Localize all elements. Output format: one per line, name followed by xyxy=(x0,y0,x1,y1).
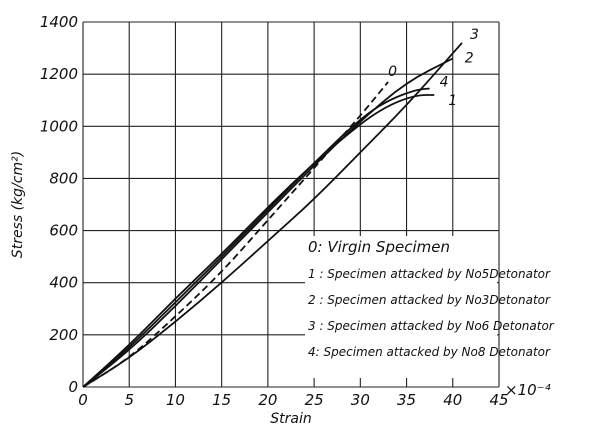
legend-entry: 0: Virgin Specimen xyxy=(308,238,450,256)
y-tick-label: 400 xyxy=(49,274,78,292)
series-label-3: 3 xyxy=(470,27,479,43)
series-label-4: 4 xyxy=(440,74,449,90)
y-tick-label: 1000 xyxy=(40,117,78,135)
y-tick-label: 0 xyxy=(68,378,78,396)
x-axis-unit-label: ×10⁻⁴ xyxy=(505,381,551,399)
series-labels: 0 1 2 3 4 xyxy=(388,27,479,109)
legend-entry: 1 : Specimen attacked by No5Detonator xyxy=(308,267,551,281)
legend-entry: 4: Specimen attacked by No8 Detonator xyxy=(308,345,551,359)
x-tick-label: 10 xyxy=(166,391,185,409)
legend-entry: 2 : Specimen attacked by No3Detonator xyxy=(308,293,551,307)
series-label-0: 0 xyxy=(388,64,397,80)
legend-entry: 3 : Specimen attacked by No6 Detonator xyxy=(308,319,555,333)
x-tick-label: 0 xyxy=(78,391,88,409)
x-tick-label: 25 xyxy=(305,391,324,409)
y-tick-label: 200 xyxy=(49,326,78,344)
series-label-1: 1 xyxy=(448,93,457,109)
legend: 0: Virgin Specimen 1 : Specimen attacked… xyxy=(305,236,555,378)
plot-area xyxy=(82,42,463,388)
x-tick-label: 20 xyxy=(258,391,277,409)
x-tick-label: 45 xyxy=(489,391,508,409)
x-axis-label: Strain xyxy=(270,411,311,427)
x-tick-label: 30 xyxy=(351,391,370,409)
x-tick-label: 35 xyxy=(397,391,416,409)
series-label-2: 2 xyxy=(465,51,474,67)
x-tick-label: 40 xyxy=(443,391,462,409)
x-tick-label: 5 xyxy=(124,391,134,409)
series-line-3 xyxy=(82,42,463,388)
series-line-4 xyxy=(82,87,430,388)
y-tick-label: 800 xyxy=(49,169,78,187)
y-tick-label: 1200 xyxy=(40,65,78,83)
series-line-1 xyxy=(82,94,435,388)
y-tick-label: 600 xyxy=(49,222,78,240)
legend-background xyxy=(305,236,497,378)
x-tick-label: 15 xyxy=(212,391,231,409)
y-axis-label: Stress (kg/cm²) xyxy=(10,151,26,258)
y-tick-label: 1400 xyxy=(40,13,78,31)
axis-ticks: 0 5 10 15 20 25 30 35 40 450200400600800100012001… xyxy=(40,13,509,409)
